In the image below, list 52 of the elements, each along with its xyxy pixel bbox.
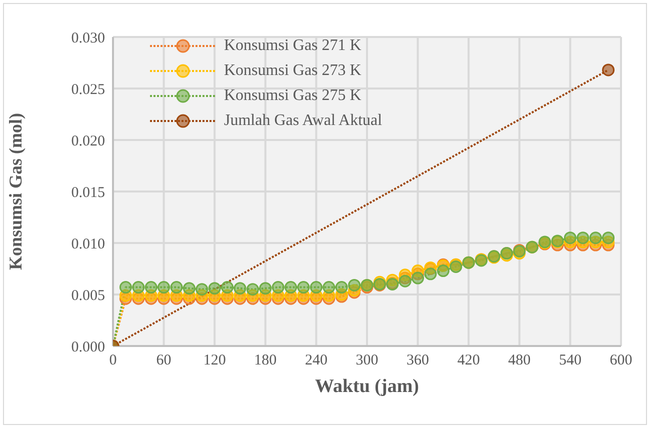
point: [335, 281, 348, 294]
point: [297, 281, 310, 294]
x-tick-label: 60: [156, 352, 172, 369]
point: [564, 232, 576, 244]
point: [398, 274, 412, 288]
y-tick-label: 0.000: [71, 339, 105, 356]
x-tick-label: 300: [356, 352, 378, 369]
y-tick-label: 0.030: [71, 30, 105, 46]
legend-label: Konsumsi Gas 275 K: [224, 86, 362, 106]
y-tick-label: 0.010: [71, 236, 105, 252]
point: [246, 283, 259, 296]
point: [259, 282, 272, 295]
point: [602, 232, 615, 244]
point: [196, 283, 208, 296]
y-tick-label: 0.025: [71, 82, 105, 98]
point: [170, 281, 183, 294]
x-tick-label: 180: [254, 352, 277, 369]
point: [436, 264, 450, 278]
x-tick-label: 240: [304, 352, 328, 369]
point: [158, 281, 170, 294]
point: [272, 281, 284, 294]
point: [284, 281, 298, 294]
point: [119, 281, 132, 294]
point: [412, 272, 424, 284]
legend-label: Konsumsi Gas 273 K: [224, 60, 362, 80]
point: [602, 64, 615, 76]
x-tick-label: 420: [457, 352, 480, 369]
point: [144, 281, 158, 294]
legend-label: Konsumsi Gas 271 K: [224, 36, 362, 56]
y-tick-label: 0.015: [71, 184, 105, 201]
point: [208, 282, 221, 295]
y-tick-label: 0.020: [71, 133, 105, 150]
x-tick-label: 120: [203, 352, 226, 369]
x-tick-label: 0: [109, 352, 117, 369]
x-tick-label: 480: [508, 352, 531, 369]
y-tick-label: 0.005: [71, 288, 105, 304]
point: [221, 281, 234, 294]
point: [576, 232, 590, 244]
legend-label: Jumlah Gas Awal Aktual: [224, 110, 382, 130]
x-tick-label: 540: [558, 352, 582, 369]
point: [310, 281, 322, 294]
point: [182, 282, 196, 295]
point: [234, 282, 246, 295]
point: [132, 281, 145, 294]
x-axis-title: Waktu (jam): [315, 376, 419, 397]
x-tick-label: 360: [406, 352, 430, 369]
y-axis-title: Konsumsi Gas (mol): [5, 112, 26, 270]
point: [348, 278, 361, 292]
x-tick-label: 600: [610, 352, 632, 369]
point: [424, 268, 437, 280]
point: [589, 232, 602, 244]
point: [322, 281, 336, 294]
